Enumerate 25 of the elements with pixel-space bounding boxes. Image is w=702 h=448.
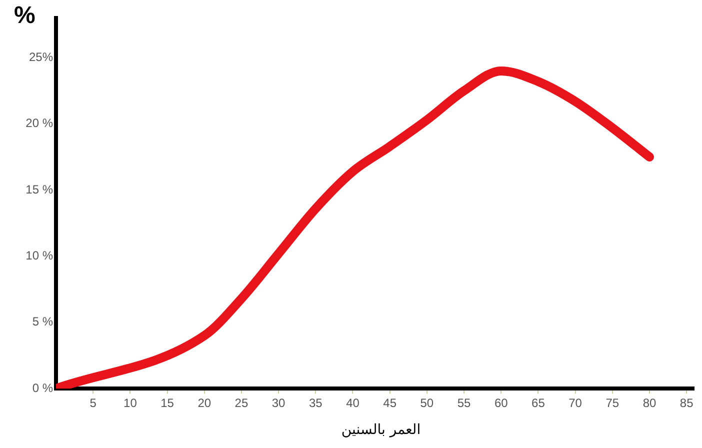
x-tick-label: 25 bbox=[234, 396, 248, 410]
x-tick-label: 15 bbox=[160, 396, 174, 410]
x-axis-title: العمر بالسنين bbox=[340, 422, 422, 438]
y-tick-label: 10 % bbox=[26, 248, 54, 263]
y-tick-label: 15 % bbox=[26, 182, 54, 196]
x-tick-label: 60 bbox=[494, 396, 508, 410]
y-tick-label: 0 % bbox=[32, 380, 54, 395]
x-tick-label: 85 bbox=[680, 396, 694, 410]
x-tick-label: 30 bbox=[272, 396, 286, 410]
x-tick-label: 5 bbox=[90, 396, 97, 410]
x-tick-label: 45 bbox=[383, 396, 397, 410]
y-axis-title: % bbox=[14, 2, 36, 30]
x-tick-label: 65 bbox=[532, 396, 546, 410]
x-tick-label: 10 bbox=[124, 396, 138, 410]
x-tick-label: 75 bbox=[606, 396, 620, 410]
y-tick-label: 20 % bbox=[26, 116, 54, 130]
x-tick-label: 80 bbox=[642, 396, 656, 410]
y-tick-label: 25% bbox=[28, 50, 54, 64]
y-tick-label: 5 % bbox=[32, 314, 54, 329]
x-tick-label: 70 bbox=[568, 396, 582, 410]
x-tick-label: 20 bbox=[198, 396, 212, 410]
x-tick-label: 40 bbox=[346, 396, 360, 410]
x-tick-label: 35 bbox=[308, 396, 323, 410]
x-tick-label: 55 bbox=[457, 396, 472, 410]
x-tick-label: 50 bbox=[420, 396, 434, 410]
